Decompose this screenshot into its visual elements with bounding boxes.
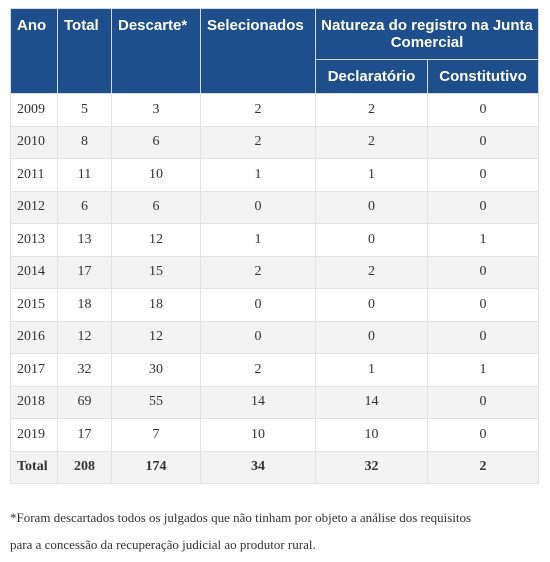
table-cell: 2 <box>315 125 428 159</box>
table-cell: 1 <box>427 223 539 257</box>
sub-header: Constitutivo <box>427 59 539 94</box>
table-cell: 17 <box>57 418 112 452</box>
table-cell: 0 <box>427 93 539 127</box>
table-cell: 32 <box>315 450 428 484</box>
table-row: 2017 32 30 2 1 1 <box>10 353 539 387</box>
table-cell: 0 <box>427 288 539 322</box>
table-row: Total 208 174 34 32 2 <box>10 450 539 484</box>
table-cell: 0 <box>315 320 428 354</box>
table-row: 2018 69 55 14 14 0 <box>10 385 539 419</box>
table-cell: 2018 <box>10 385 58 419</box>
table-cell: 208 <box>57 450 112 484</box>
table-cell: 18 <box>111 288 201 322</box>
table-cell: 55 <box>111 385 201 419</box>
table-cell: 12 <box>111 223 201 257</box>
footnote-line: *Foram descartados todos os julgados que… <box>10 510 472 525</box>
table-body: 2009 5 3 2 2 0 2010 8 6 2 2 0 2011 11 10 1 1 0 2012 6 6 0 0 0 20… <box>10 93 539 484</box>
table-cell: 1 <box>200 223 316 257</box>
table-cell: 7 <box>111 418 201 452</box>
table-cell: 2 <box>427 450 539 484</box>
column-header: Selecionados <box>200 8 316 94</box>
table-row: 2011 11 10 1 1 0 <box>10 158 539 192</box>
table-cell: 0 <box>315 190 428 224</box>
table-cell: 10 <box>315 418 428 452</box>
table-cell: 1 <box>315 158 428 192</box>
table-row: 2015 18 18 0 0 0 <box>10 288 539 322</box>
table-row: 2013 13 12 1 0 1 <box>10 223 539 257</box>
table-cell: 1 <box>315 353 428 387</box>
table-cell: 0 <box>315 288 428 322</box>
table-cell: 17 <box>57 255 112 289</box>
table-cell: Total <box>10 450 58 484</box>
table-cell: 5 <box>57 93 112 127</box>
table-cell: 6 <box>57 190 112 224</box>
table-cell: 2011 <box>10 158 58 192</box>
table-cell: 2 <box>200 93 316 127</box>
table-cell: 18 <box>57 288 112 322</box>
table-cell: 2012 <box>10 190 58 224</box>
table-cell: 15 <box>111 255 201 289</box>
sub-header: Declaratório <box>315 59 428 94</box>
table-cell: 0 <box>427 385 539 419</box>
data-table: Ano Total Descarte* Selecionados Naturez… <box>10 8 539 484</box>
group-header: Natureza do registro na Junta Comercial <box>315 8 539 60</box>
table-cell: 1 <box>427 353 539 387</box>
table-cell: 11 <box>57 158 112 192</box>
table-cell: 2016 <box>10 320 58 354</box>
table-cell: 0 <box>427 320 539 354</box>
table-cell: 0 <box>427 125 539 159</box>
table-cell: 2015 <box>10 288 58 322</box>
table-row: 2019 17 7 10 10 0 <box>10 418 539 452</box>
table-cell: 13 <box>57 223 112 257</box>
table-cell: 6 <box>111 125 201 159</box>
table-cell: 3 <box>111 93 201 127</box>
table-cell: 174 <box>111 450 201 484</box>
table-cell: 32 <box>57 353 112 387</box>
table-row: 2016 12 12 0 0 0 <box>10 320 539 354</box>
table-row: 2012 6 6 0 0 0 <box>10 190 539 224</box>
table-cell: 2 <box>200 255 316 289</box>
table-cell: 1 <box>200 158 316 192</box>
table-cell: 14 <box>315 385 428 419</box>
table-cell: 0 <box>200 190 316 224</box>
table-cell: 0 <box>427 255 539 289</box>
table-cell: 0 <box>427 158 539 192</box>
table-cell: 10 <box>200 418 316 452</box>
column-header: Total <box>57 8 112 94</box>
table-cell: 2019 <box>10 418 58 452</box>
table-cell: 30 <box>111 353 201 387</box>
table-cell: 6 <box>111 190 201 224</box>
table-cell: 14 <box>200 385 316 419</box>
table-row: 2014 17 15 2 2 0 <box>10 255 539 289</box>
table-cell: 2014 <box>10 255 58 289</box>
table-cell: 2013 <box>10 223 58 257</box>
table-cell: 2 <box>200 125 316 159</box>
table-cell: 2 <box>200 353 316 387</box>
table-cell: 69 <box>57 385 112 419</box>
table-cell: 2017 <box>10 353 58 387</box>
column-header: Descarte* <box>111 8 201 94</box>
table-cell: 0 <box>200 320 316 354</box>
table-cell: 0 <box>315 223 428 257</box>
footnote: *Foram descartados todos os julgados que… <box>10 504 471 558</box>
table-row: 2009 5 3 2 2 0 <box>10 93 539 127</box>
table-cell: 0 <box>200 288 316 322</box>
footnote-line: para a concessão da recuperação judicial… <box>10 537 316 552</box>
table-cell: 0 <box>427 418 539 452</box>
table-cell: 10 <box>111 158 201 192</box>
table-cell: 8 <box>57 125 112 159</box>
table-cell: 12 <box>111 320 201 354</box>
table-row: 2010 8 6 2 2 0 <box>10 125 539 159</box>
table-cell: 2 <box>315 93 428 127</box>
column-header: Ano <box>10 8 58 94</box>
table-cell: 2 <box>315 255 428 289</box>
table-cell: 2010 <box>10 125 58 159</box>
table-cell: 34 <box>200 450 316 484</box>
table-cell: 0 <box>427 190 539 224</box>
table-cell: 12 <box>57 320 112 354</box>
table-cell: 2009 <box>10 93 58 127</box>
